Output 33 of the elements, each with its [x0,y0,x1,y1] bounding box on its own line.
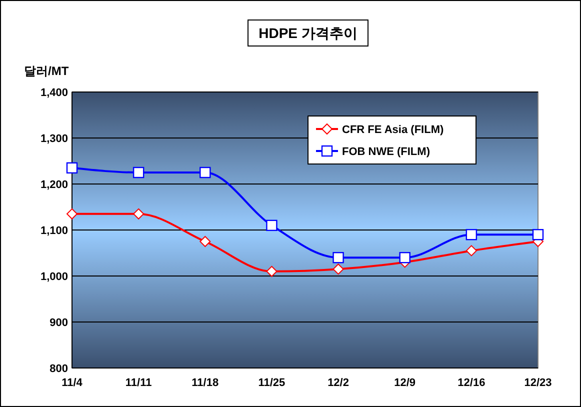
point [200,166,211,178]
point [200,236,211,247]
x-tick-label: 12/23 [524,377,552,389]
point [66,208,78,220]
y-tick-label: 1,100 [40,224,68,237]
point [466,245,477,256]
x-tick-label: 11/11 [125,377,152,389]
x-tick-label: 12/2 [328,377,349,389]
point [66,162,78,174]
point [332,264,344,275]
x-tick-label: 12/9 [394,377,416,389]
y-tick-label: 1,300 [40,132,68,145]
point [133,208,144,220]
point [332,252,344,264]
point [532,229,544,240]
point [266,220,278,231]
y-tick-label: 1,200 [40,178,68,191]
y-tick-label: 900 [50,316,68,329]
legend-label: CFR FE Asia (FILM) [342,124,444,136]
chart-title: HDPE 가격추이 [258,25,358,41]
legend-label: FOB NWE (FILM) [342,146,430,158]
x-tick-label: 11/25 [258,377,286,389]
y-axis-title: 달러/MT [24,64,70,78]
point [266,266,278,277]
point [132,166,144,178]
point [466,229,478,240]
point [399,252,410,264]
y-tick-label: 800 [50,362,68,375]
x-tick-label: 11/18 [192,377,219,389]
y-tick-label: 1,400 [40,86,68,99]
x-tick-label: 12/16 [458,377,486,389]
y-tick-label: 1,000 [40,270,68,283]
x-tick-label: 11/4 [62,377,84,389]
